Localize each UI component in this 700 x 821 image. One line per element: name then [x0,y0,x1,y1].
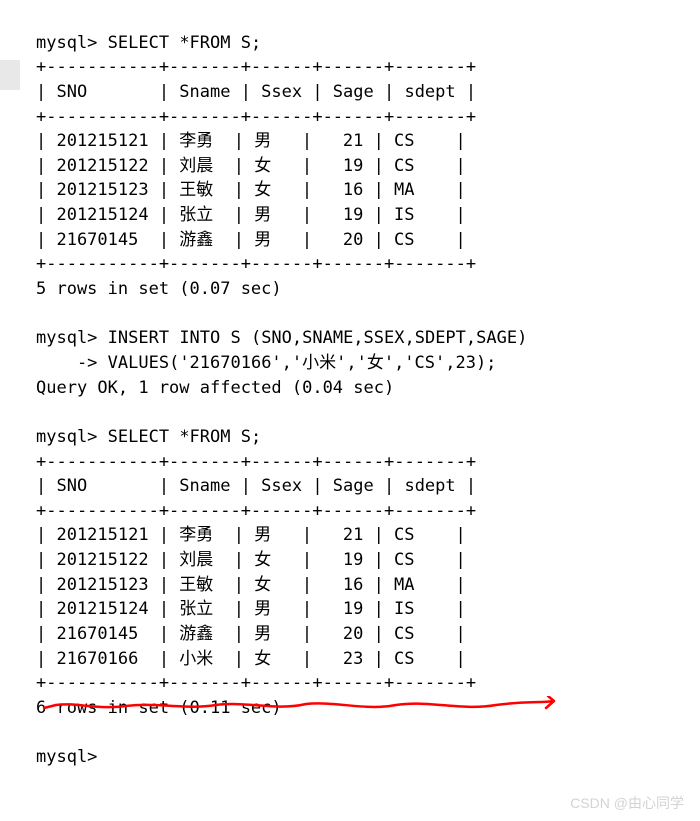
prompt: mysql> SELECT *FROM S; [36,427,261,447]
table2-header: | SNO | Sname | Ssex | Sage | sdept | [36,476,476,496]
table1-header: | SNO | Sname | Ssex | Sage | sdept | [36,82,476,102]
table2-border-mid: +-----------+-------+------+------+-----… [36,501,476,521]
mysql-terminal: mysql> SELECT *FROM S; +-----------+----… [0,0,700,770]
table1-border-top: +-----------+-------+------+------+-----… [36,57,476,77]
table-row: | 201215124 | 张立 | 男 | 19 | IS | [36,205,466,225]
sql-query-1: SELECT *FROM S; [108,33,262,53]
table2-border-bot: +-----------+-------+------+------+-----… [36,673,476,693]
sql-insert-values: VALUES('21670166','小米','女','CS',23); [108,353,497,373]
table-row: | 201215122 | 刘晨 | 女 | 19 | CS | [36,156,466,176]
insert-result: Query OK, 1 row affected (0.04 sec) [36,378,394,398]
table-row: | 201215123 | 王敏 | 女 | 16 | MA | [36,575,466,595]
cont-prompt: -> VALUES('21670166','小米','女','CS',23); [36,353,496,373]
table2-summary: 6 rows in set (0.11 sec) [36,698,282,718]
sql-insert: INSERT INTO S (SNO,SNAME,SSEX,SDEPT,SAGE… [108,328,528,348]
table-row: | 201215123 | 王敏 | 女 | 16 | MA | [36,180,466,200]
sql-query-2: SELECT *FROM S; [108,427,262,447]
table2-border-top: +-----------+-------+------+------+-----… [36,452,476,472]
table-row: | 201215124 | 张立 | 男 | 19 | IS | [36,599,466,619]
table-row: | 201215122 | 刘晨 | 女 | 19 | CS | [36,550,466,570]
prompt: mysql> SELECT *FROM S; [36,33,261,53]
table-row: | 21670166 | 小米 | 女 | 23 | CS | [36,649,466,669]
table1-border-mid: +-----------+-------+------+------+-----… [36,107,476,127]
table1-summary: 5 rows in set (0.07 sec) [36,279,282,299]
table-row: | 21670145 | 游鑫 | 男 | 20 | CS | [36,230,466,250]
table-row: | 21670145 | 游鑫 | 男 | 20 | CS | [36,624,466,644]
table-row: | 201215121 | 李勇 | 男 | 21 | CS | [36,525,466,545]
prompt: mysql> INSERT INTO S (SNO,SNAME,SSEX,SDE… [36,328,527,348]
csdn-watermark: CSDN @由心同学 [570,793,684,813]
table-row: | 201215121 | 李勇 | 男 | 21 | CS | [36,131,466,151]
table1-border-bot: +-----------+-------+------+------+-----… [36,254,476,274]
prompt-empty: mysql> [36,747,97,767]
